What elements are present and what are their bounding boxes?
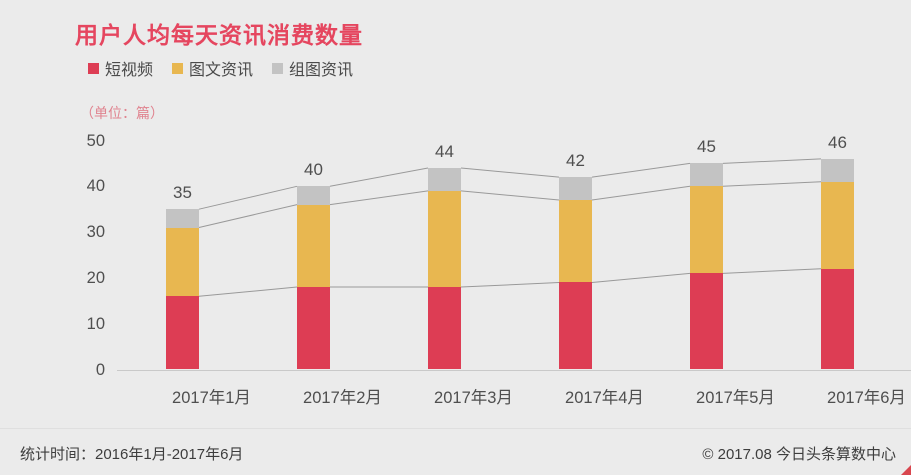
bar-segment-组图资讯-2017年1月: [166, 209, 199, 228]
y-axis-tick-label: 10: [86, 314, 105, 333]
bar-segment-短视频-2017年5月: [690, 273, 723, 370]
bar-segment-短视频-2017年1月: [166, 296, 199, 370]
bar-segment-短视频-2017年4月: [559, 282, 592, 370]
bar-segment-图文资讯-2017年5月: [690, 186, 723, 274]
bar-segment-组图资讯-2017年2月: [297, 186, 330, 205]
bar-segment-图文资讯-2017年3月: [428, 190, 461, 288]
bar-segment-图文资讯-2017年6月: [821, 181, 854, 269]
x-axis-label: 2017年3月: [434, 389, 513, 407]
legend-item-组图资讯: 组图资讯: [272, 56, 353, 80]
bar-segment-组图资讯-2017年6月: [821, 158, 854, 182]
legend-item-短视频: 短视频: [88, 56, 153, 80]
x-axis-label: 2017年4月: [565, 389, 644, 407]
bar-segment-短视频-2017年3月: [428, 287, 461, 370]
x-axis-label: 2017年1月: [172, 389, 251, 407]
y-axis-tick-label: 40: [86, 177, 105, 196]
corner-fold-decoration: [901, 465, 911, 475]
bar-segment-图文资讯-2017年4月: [559, 200, 592, 283]
y-axis-tick-label: 50: [86, 131, 105, 150]
bar-total-label: 35: [173, 183, 192, 203]
unit-label: （单位：篇）: [80, 105, 164, 121]
bar-segment-图文资讯-2017年2月: [297, 204, 330, 288]
footer-stat-period: 统计时间：2016年1月-2017年6月: [20, 446, 244, 463]
bar-total-label: 42: [566, 151, 585, 171]
y-axis-tick-label: 0: [95, 360, 105, 379]
chart-legend: 短视频 图文资讯 组图资讯: [88, 56, 353, 80]
bar-segment-短视频-2017年6月: [821, 268, 854, 370]
x-axis-line: [117, 370, 911, 371]
bar-segment-组图资讯-2017年3月: [428, 167, 461, 191]
legend-label: 组图资讯: [289, 62, 354, 79]
legend-label: 图文资讯: [189, 62, 254, 79]
footer-copyright: © 2017.08 今日头条算数中心: [702, 446, 896, 463]
legend-marker: [88, 62, 99, 74]
x-axis-label: 2017年6月: [827, 389, 906, 407]
bar-total-label: 46: [828, 132, 847, 152]
legend-label: 短视频: [105, 62, 154, 79]
bar-total-label: 44: [435, 141, 454, 161]
bar-total-label: 45: [697, 137, 716, 157]
legend-item-图文资讯: 图文资讯: [172, 56, 253, 80]
x-axis-label: 2017年2月: [303, 389, 382, 407]
chart-title: 用户人均每天资讯消费数量: [75, 22, 363, 48]
legend-marker: [272, 62, 284, 74]
x-axis-label: 2017年5月: [696, 389, 775, 407]
legend-marker: [172, 62, 184, 74]
y-axis-tick-label: 30: [86, 223, 105, 242]
bar-segment-组图资讯-2017年4月: [559, 177, 592, 201]
bar-segment-图文资讯-2017年1月: [166, 227, 199, 297]
bar-segment-短视频-2017年2月: [297, 287, 330, 370]
footer-divider: [0, 428, 911, 429]
bar-segment-组图资讯-2017年5月: [690, 163, 723, 187]
y-axis-tick-label: 20: [86, 268, 105, 287]
bar-total-label: 40: [304, 160, 323, 180]
